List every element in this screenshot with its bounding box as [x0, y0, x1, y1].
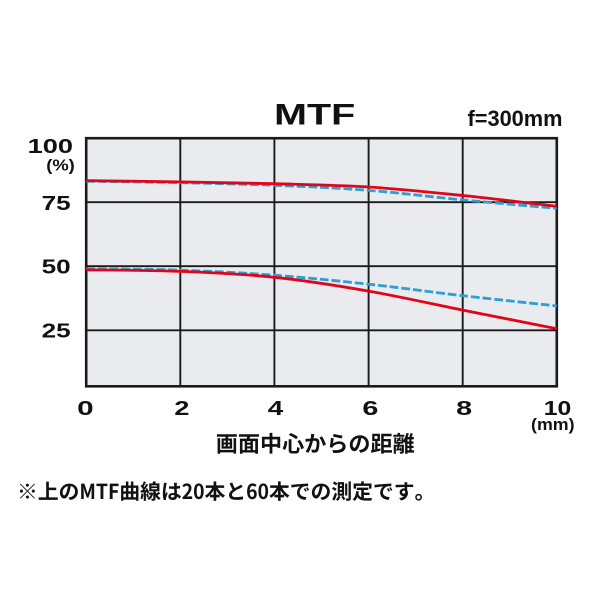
svg-text:MTF: MTF [274, 99, 355, 131]
svg-text:6: 6 [362, 397, 378, 420]
svg-text:75: 75 [42, 193, 71, 215]
svg-text:10: 10 [544, 397, 572, 420]
svg-text:25: 25 [42, 320, 71, 342]
svg-text:4: 4 [268, 397, 284, 420]
svg-text:100: 100 [28, 136, 73, 158]
svg-text:f=300mm: f=300mm [468, 106, 563, 131]
svg-text:(%): (%) [46, 158, 75, 175]
svg-text:0: 0 [77, 397, 94, 420]
svg-text:(mm): (mm) [531, 416, 575, 434]
svg-text:50: 50 [42, 256, 71, 278]
svg-text:2: 2 [174, 397, 189, 420]
svg-text:8: 8 [456, 397, 472, 420]
